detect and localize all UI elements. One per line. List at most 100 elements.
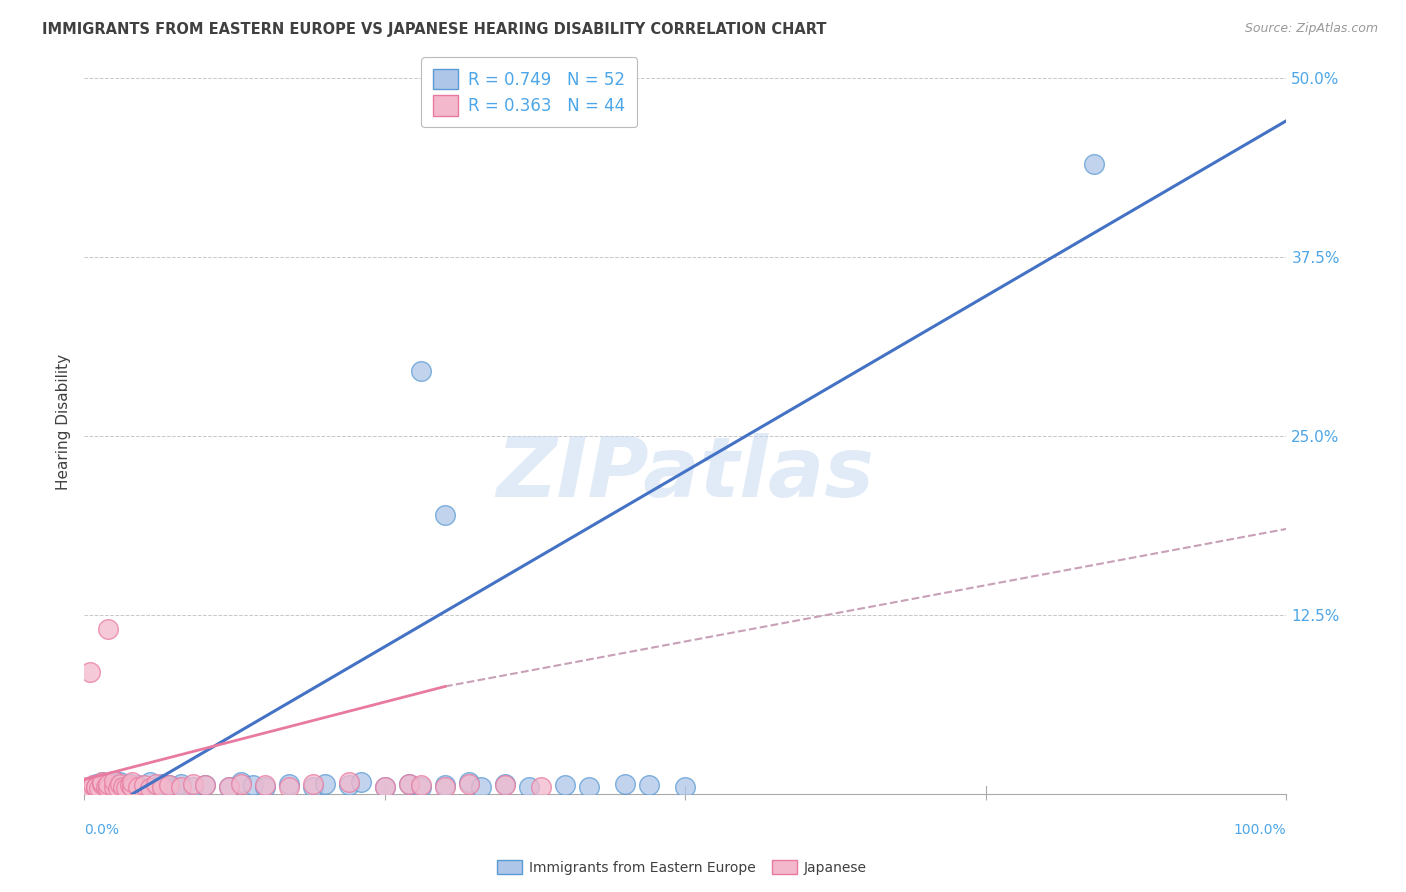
Y-axis label: Hearing Disability: Hearing Disability — [56, 353, 72, 490]
Point — [434, 780, 457, 794]
Point — [97, 777, 120, 791]
Point — [103, 774, 125, 789]
Point — [139, 781, 162, 796]
Point — [79, 780, 101, 794]
Point — [87, 781, 110, 796]
Point — [145, 777, 167, 791]
Point — [374, 780, 396, 794]
Point — [79, 665, 101, 680]
Point — [169, 780, 191, 794]
Point — [194, 778, 217, 792]
Point — [110, 777, 132, 791]
Point — [337, 775, 360, 789]
Point — [121, 780, 143, 794]
Point — [118, 778, 141, 792]
Point — [157, 778, 180, 792]
Point — [110, 775, 132, 789]
Point — [242, 778, 264, 792]
Point — [638, 778, 661, 792]
Point — [91, 778, 114, 792]
Point — [97, 622, 120, 636]
Point — [110, 781, 132, 796]
Text: ZIPatlas: ZIPatlas — [496, 434, 875, 514]
Point — [163, 780, 186, 794]
Point — [107, 778, 129, 792]
Point — [409, 780, 432, 794]
Point — [79, 781, 101, 796]
Point — [86, 777, 108, 791]
Point — [434, 778, 457, 792]
Point — [94, 780, 117, 794]
Point — [91, 775, 114, 789]
Point — [229, 777, 252, 791]
Point — [517, 780, 540, 794]
Point — [458, 775, 481, 789]
Point — [127, 780, 149, 794]
Point — [134, 781, 156, 796]
Point — [83, 782, 105, 797]
Point — [253, 780, 276, 794]
Point — [87, 781, 110, 796]
Point — [277, 777, 299, 791]
Point — [115, 780, 138, 794]
Point — [194, 778, 217, 792]
Point — [350, 775, 373, 789]
Point — [82, 778, 104, 792]
Point — [530, 780, 553, 794]
Point — [494, 777, 516, 791]
Point — [434, 508, 457, 522]
Point — [94, 780, 117, 794]
Point — [111, 780, 134, 794]
Point — [218, 780, 240, 794]
Point — [374, 780, 396, 794]
Text: 100.0%: 100.0% — [1234, 823, 1286, 837]
Point — [253, 778, 276, 792]
Point — [103, 774, 125, 789]
Point — [470, 780, 492, 794]
Point — [337, 778, 360, 792]
Point — [86, 780, 108, 794]
Point — [91, 775, 114, 789]
Point — [134, 778, 156, 792]
Point — [614, 777, 637, 791]
Point — [152, 777, 174, 791]
Point — [398, 777, 420, 791]
Point — [218, 780, 240, 794]
Text: Source: ZipAtlas.com: Source: ZipAtlas.com — [1244, 22, 1378, 36]
Point — [103, 780, 125, 794]
Text: IMMIGRANTS FROM EASTERN EUROPE VS JAPANESE HEARING DISABILITY CORRELATION CHART: IMMIGRANTS FROM EASTERN EUROPE VS JAPANE… — [42, 22, 827, 37]
Point — [139, 775, 162, 789]
Point — [115, 781, 138, 796]
Point — [458, 777, 481, 791]
Point — [145, 780, 167, 794]
Point — [314, 777, 336, 791]
Point — [675, 780, 697, 794]
Point — [86, 780, 108, 794]
Point — [169, 777, 191, 791]
Point — [76, 780, 98, 794]
Point — [97, 781, 120, 796]
Point — [181, 780, 204, 794]
Point — [301, 777, 323, 791]
Point — [103, 780, 125, 794]
Point — [181, 777, 204, 791]
Point — [494, 778, 516, 792]
Legend: R = 0.749   N = 52, R = 0.363   N = 44: R = 0.749 N = 52, R = 0.363 N = 44 — [422, 57, 637, 128]
Text: 0.0%: 0.0% — [84, 823, 120, 837]
Point — [578, 780, 600, 794]
Point — [91, 777, 114, 791]
Point — [121, 780, 143, 794]
Point — [398, 777, 420, 791]
Point — [121, 775, 143, 789]
Point — [97, 781, 120, 796]
Point — [127, 778, 149, 792]
Point — [157, 778, 180, 792]
Point — [229, 775, 252, 789]
Point — [107, 781, 129, 796]
Point — [301, 780, 323, 794]
Point — [1083, 156, 1105, 170]
Legend: Immigrants from Eastern Europe, Japanese: Immigrants from Eastern Europe, Japanese — [491, 855, 873, 880]
Point — [152, 780, 174, 794]
Point — [409, 778, 432, 792]
Point — [409, 364, 432, 378]
